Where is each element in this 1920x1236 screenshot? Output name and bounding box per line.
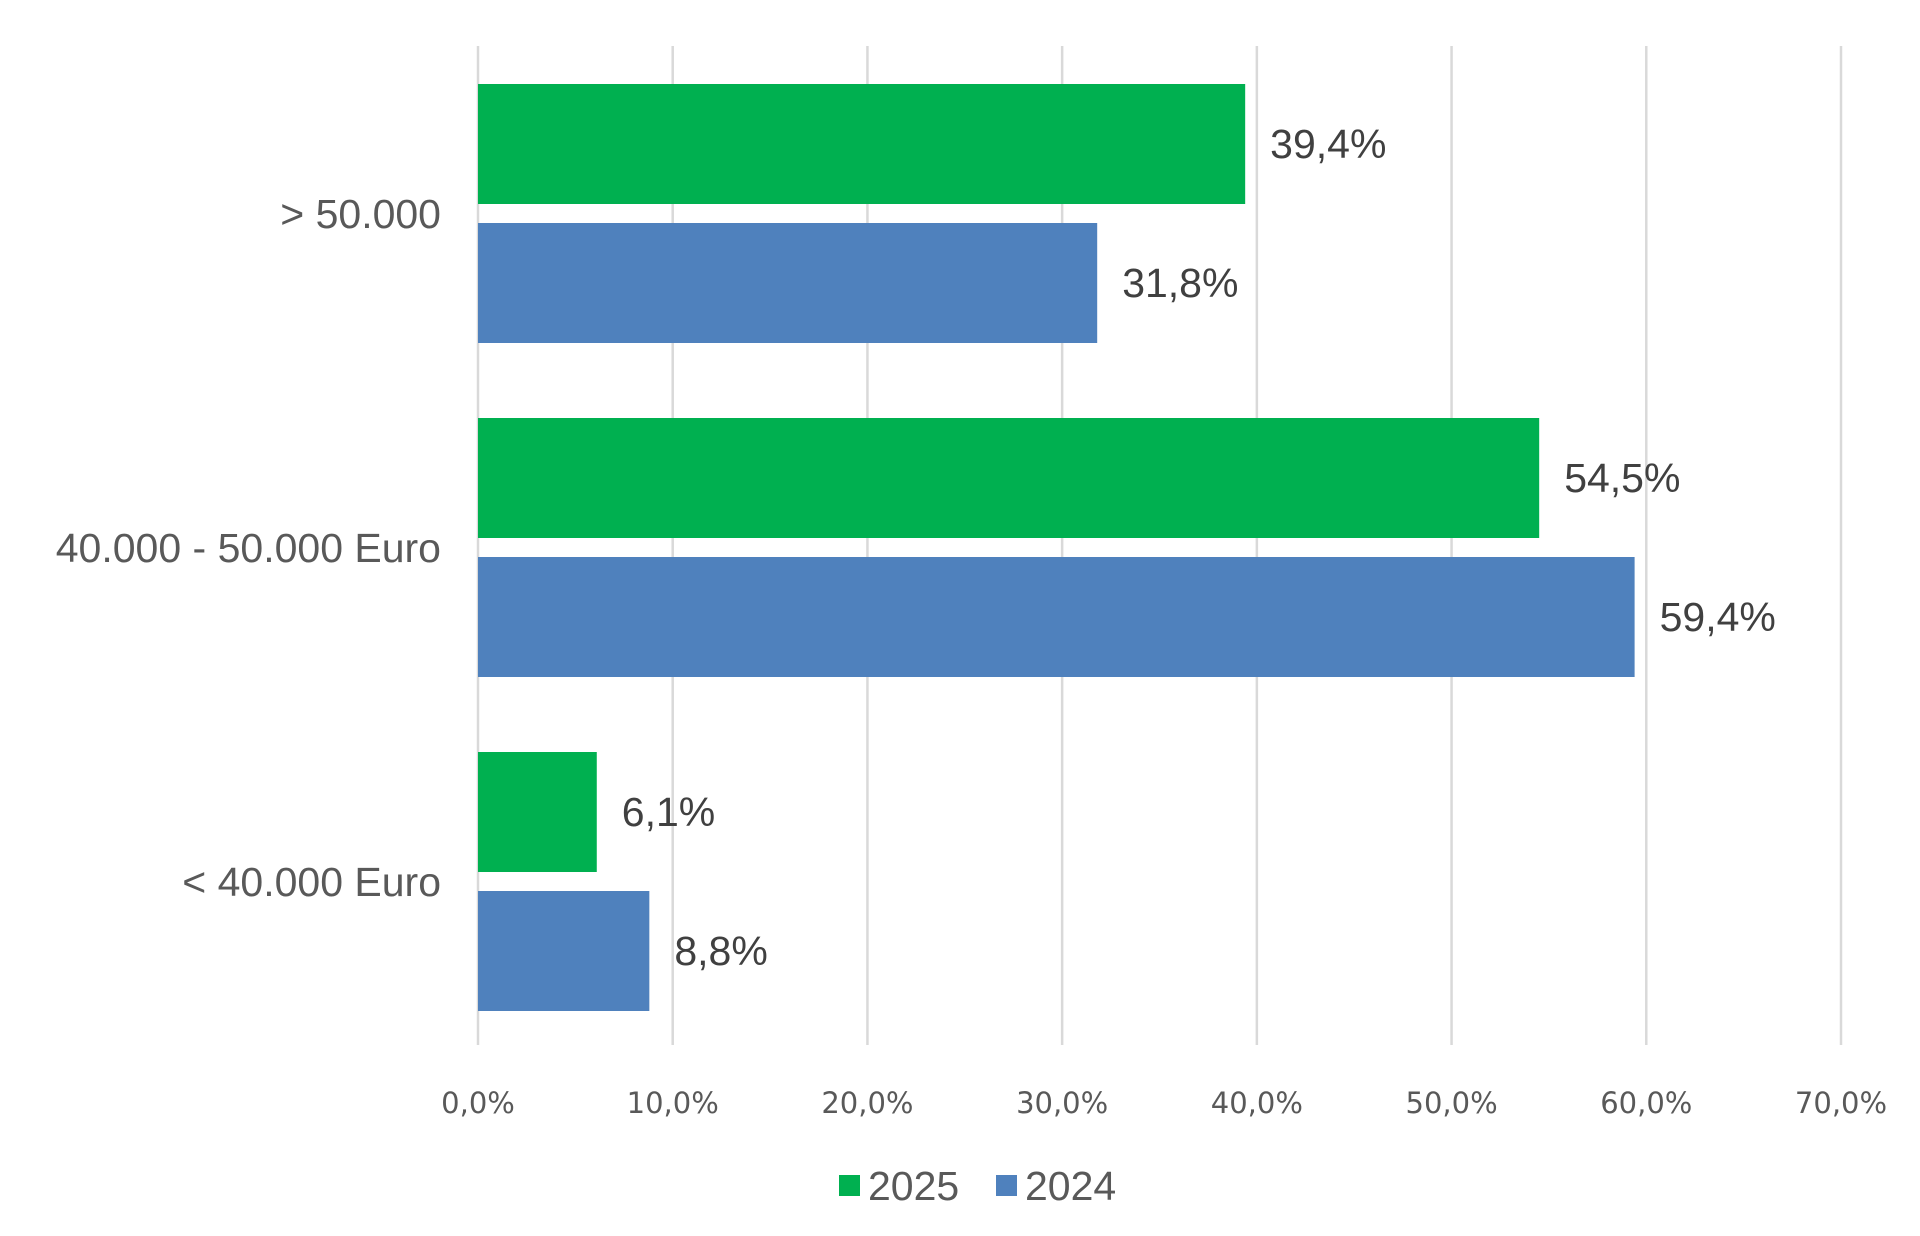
value-labels: 39,4% 31,8% 54,5% 59,4% 6,1% 8,8% bbox=[622, 121, 1776, 974]
category-label: > 50.000 bbox=[280, 191, 441, 237]
x-tick-label: 40,0% bbox=[1211, 1086, 1303, 1120]
x-tick-label: 50,0% bbox=[1406, 1086, 1498, 1120]
data-label: 39,4% bbox=[1270, 121, 1386, 167]
legend-swatch-2025 bbox=[839, 1175, 860, 1196]
data-label: 54,5% bbox=[1564, 455, 1680, 501]
bar-2025 bbox=[478, 84, 1246, 204]
data-label: 59,4% bbox=[1660, 594, 1776, 640]
category-label: 40.000 - 50.000 Euro bbox=[56, 525, 441, 571]
bar-2024 bbox=[478, 557, 1635, 677]
legend: 2025 2024 bbox=[839, 1163, 1116, 1209]
legend-label: 2025 bbox=[868, 1163, 959, 1209]
category-label: < 40.000 Euro bbox=[182, 859, 441, 905]
data-label: 6,1% bbox=[622, 789, 715, 835]
data-label: 8,8% bbox=[674, 928, 767, 974]
data-label: 31,8% bbox=[1122, 260, 1238, 306]
x-tick-label: 10,0% bbox=[627, 1086, 719, 1120]
x-tick-label: 70,0% bbox=[1795, 1086, 1887, 1120]
x-tick-label: 30,0% bbox=[1016, 1086, 1108, 1120]
bar-2025 bbox=[478, 752, 597, 872]
x-tick-label: 20,0% bbox=[821, 1086, 913, 1120]
x-tick-label: 0,0% bbox=[441, 1086, 515, 1120]
bar-2024 bbox=[478, 223, 1098, 343]
category-axis: > 50.000 40.000 - 50.000 Euro < 40.000 Eur… bbox=[56, 191, 441, 905]
bars bbox=[478, 84, 1635, 1011]
value-axis: 0,0% 10,0% 20,0% 30,0% 40,0% 50,0% 60,0% 70,0% bbox=[441, 1086, 1887, 1120]
gridlines bbox=[476, 46, 1843, 1045]
bar-2025 bbox=[478, 418, 1540, 538]
bar-2024 bbox=[478, 891, 650, 1011]
x-tick-label: 60,0% bbox=[1600, 1086, 1692, 1120]
legend-swatch-2024 bbox=[996, 1175, 1017, 1196]
legend-label: 2024 bbox=[1025, 1163, 1116, 1209]
